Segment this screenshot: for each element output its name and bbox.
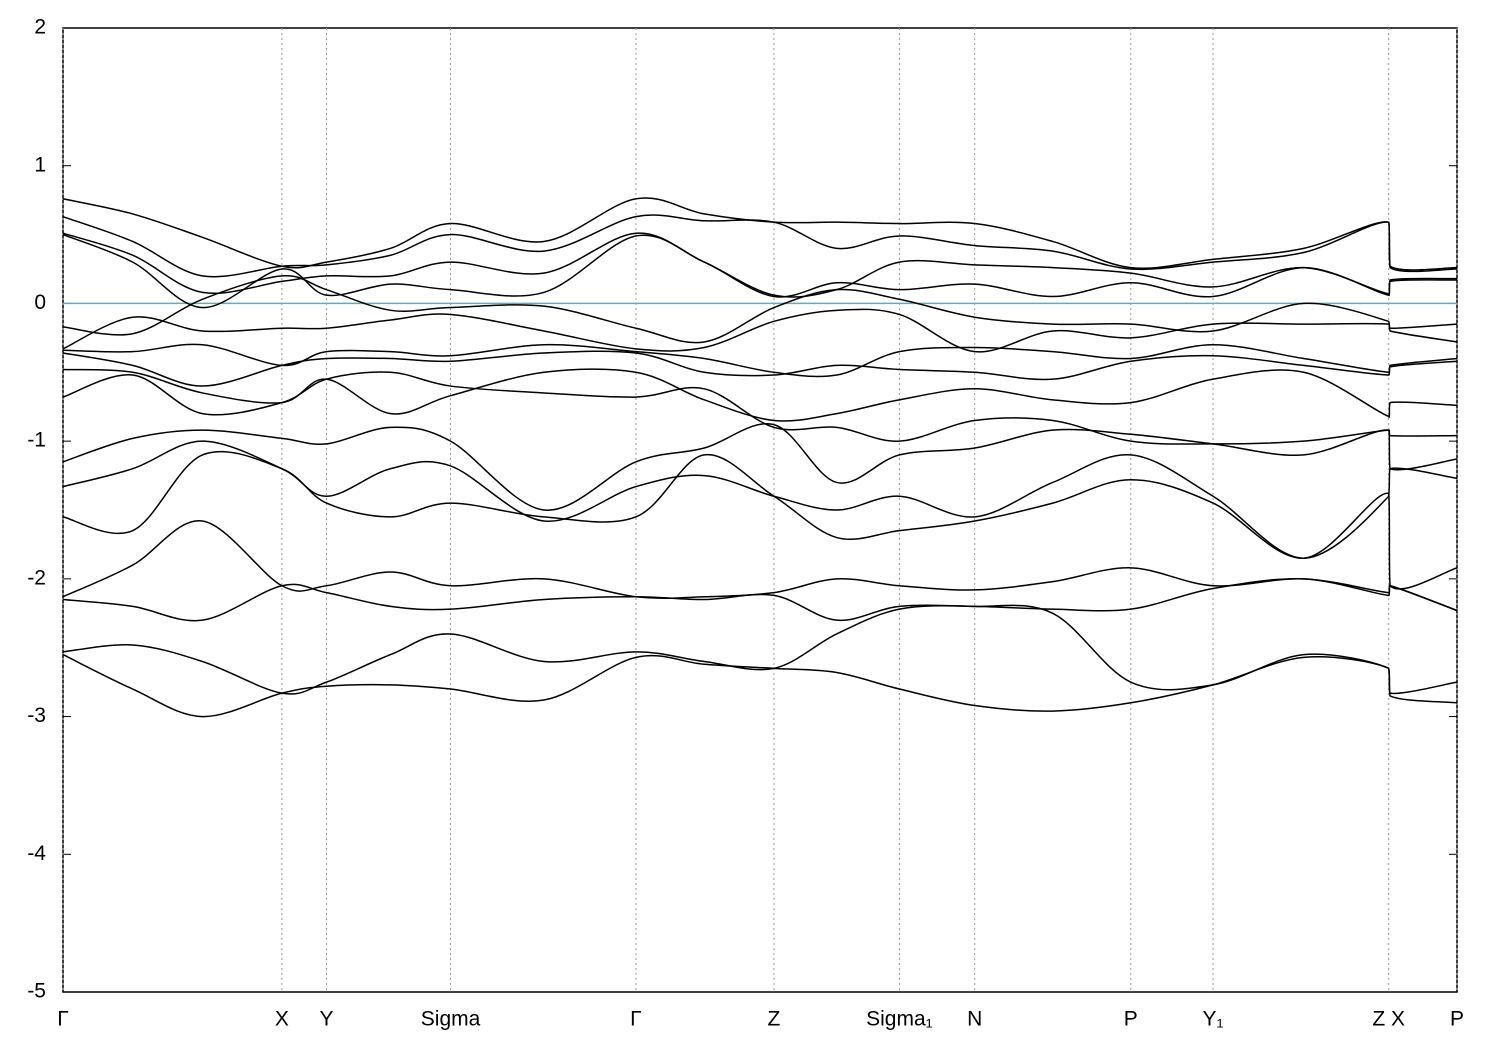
band [62,233,1458,309]
band [62,350,1458,387]
band [62,343,1458,378]
plot-frame [62,27,1458,993]
band [62,368,1458,422]
band [62,577,1458,622]
band [62,520,1458,612]
x-tick-label: Z [768,1008,781,1031]
band [62,653,1458,718]
band [62,604,1458,695]
y-tick-label: 0 [34,291,46,314]
y-tick-label: -4 [27,842,46,865]
x-tick-label: Z X [1372,1008,1405,1031]
x-tick-label: Γ [57,1008,69,1031]
band [62,232,1458,298]
x-tick-label: P [1124,1008,1138,1031]
y-tick-label: -3 [27,704,46,727]
band [62,214,1458,278]
y-tick-label: -1 [27,429,46,452]
y-tick-label: 2 [34,16,46,39]
x-tick-label: Sigma₁ [866,1008,933,1031]
band [62,440,1458,559]
y-tick-label: -2 [27,566,46,589]
band [62,275,1458,344]
band [62,422,1458,511]
y-tick-label: 1 [34,153,46,176]
band [62,308,1458,353]
band [62,450,1458,590]
x-tick-label: N [967,1008,982,1031]
x-tick-label: P [1450,1008,1464,1031]
x-tick-label: Sigma [421,1008,481,1031]
x-tick-label: X [275,1008,289,1031]
x-tick-label: Γ [630,1008,642,1031]
x-tick-label: Y₁ [1203,1008,1224,1031]
band [62,371,1458,445]
x-tick-label: Y [319,1008,333,1031]
y-tick-label: -5 [27,980,46,1003]
